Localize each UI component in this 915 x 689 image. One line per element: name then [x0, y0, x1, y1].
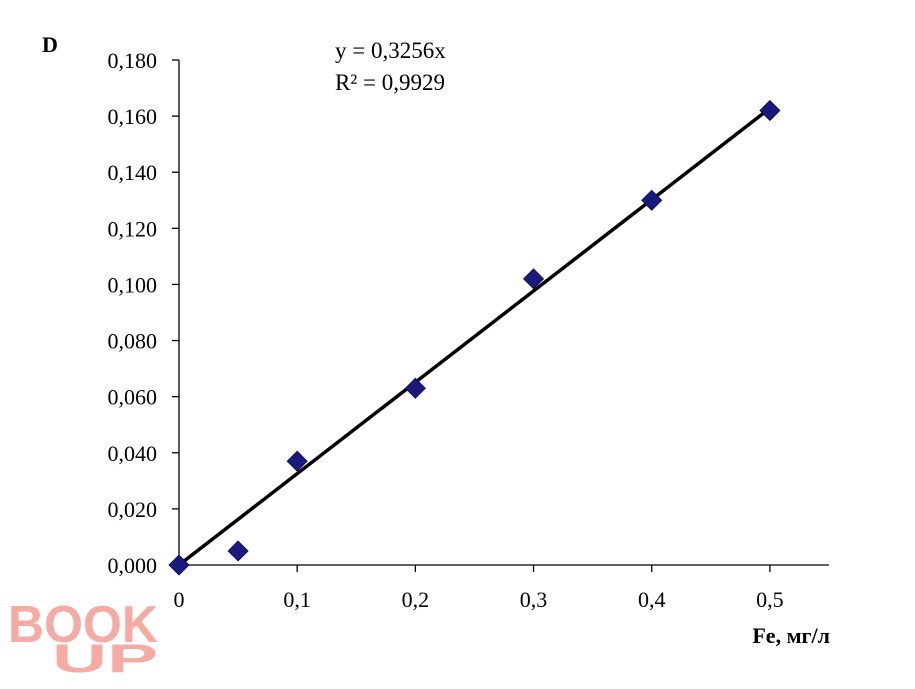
y-tick-label: 0,180 [108, 48, 158, 73]
y-tick-label: 0,080 [108, 329, 158, 354]
data-point [759, 99, 781, 122]
watermark-line2: UP [52, 637, 158, 681]
y-tick-label: 0,000 [108, 553, 158, 578]
x-tick-label: 0 [174, 587, 185, 612]
y-tick-label: 0,040 [108, 441, 158, 466]
y-tick-label: 0,160 [108, 104, 158, 129]
x-tick-label: 0,3 [520, 587, 548, 612]
trendline-group [177, 106, 772, 567]
watermark-logo: BOOK UP [8, 596, 158, 681]
data-point [641, 189, 663, 211]
y-axis-title: D [42, 32, 58, 57]
y-tick-label: 0,060 [108, 385, 158, 410]
trendline [177, 106, 772, 567]
data-point [168, 554, 190, 576]
axes [178, 60, 829, 566]
data-point [404, 377, 426, 399]
data-point [227, 540, 249, 562]
data-point [522, 268, 545, 290]
ticks: 0,000 0,020 0,040 0,060 0,080 0,100 0,120 0,140… [108, 48, 784, 612]
x-axis-title: Fe, мг/л [752, 623, 830, 648]
x-tick-label: 0,1 [283, 587, 311, 612]
y-tick-label: 0,100 [108, 272, 158, 297]
y-tick-label: 0,140 [108, 160, 158, 185]
trendline-equation: y = 0,3256x [335, 38, 446, 63]
watermark-line1: BOOK [8, 596, 158, 654]
data-point [286, 450, 308, 472]
y-tick-label: 0,120 [108, 216, 158, 241]
data-points [168, 99, 781, 576]
x-tick-label: 0,5 [756, 587, 784, 612]
x-tick-label: 0,4 [638, 587, 666, 612]
x-tick-label: 0,2 [402, 587, 430, 612]
y-tick-label: 0,020 [108, 497, 158, 522]
trendline-r-squared: R² = 0,9929 [335, 70, 445, 95]
